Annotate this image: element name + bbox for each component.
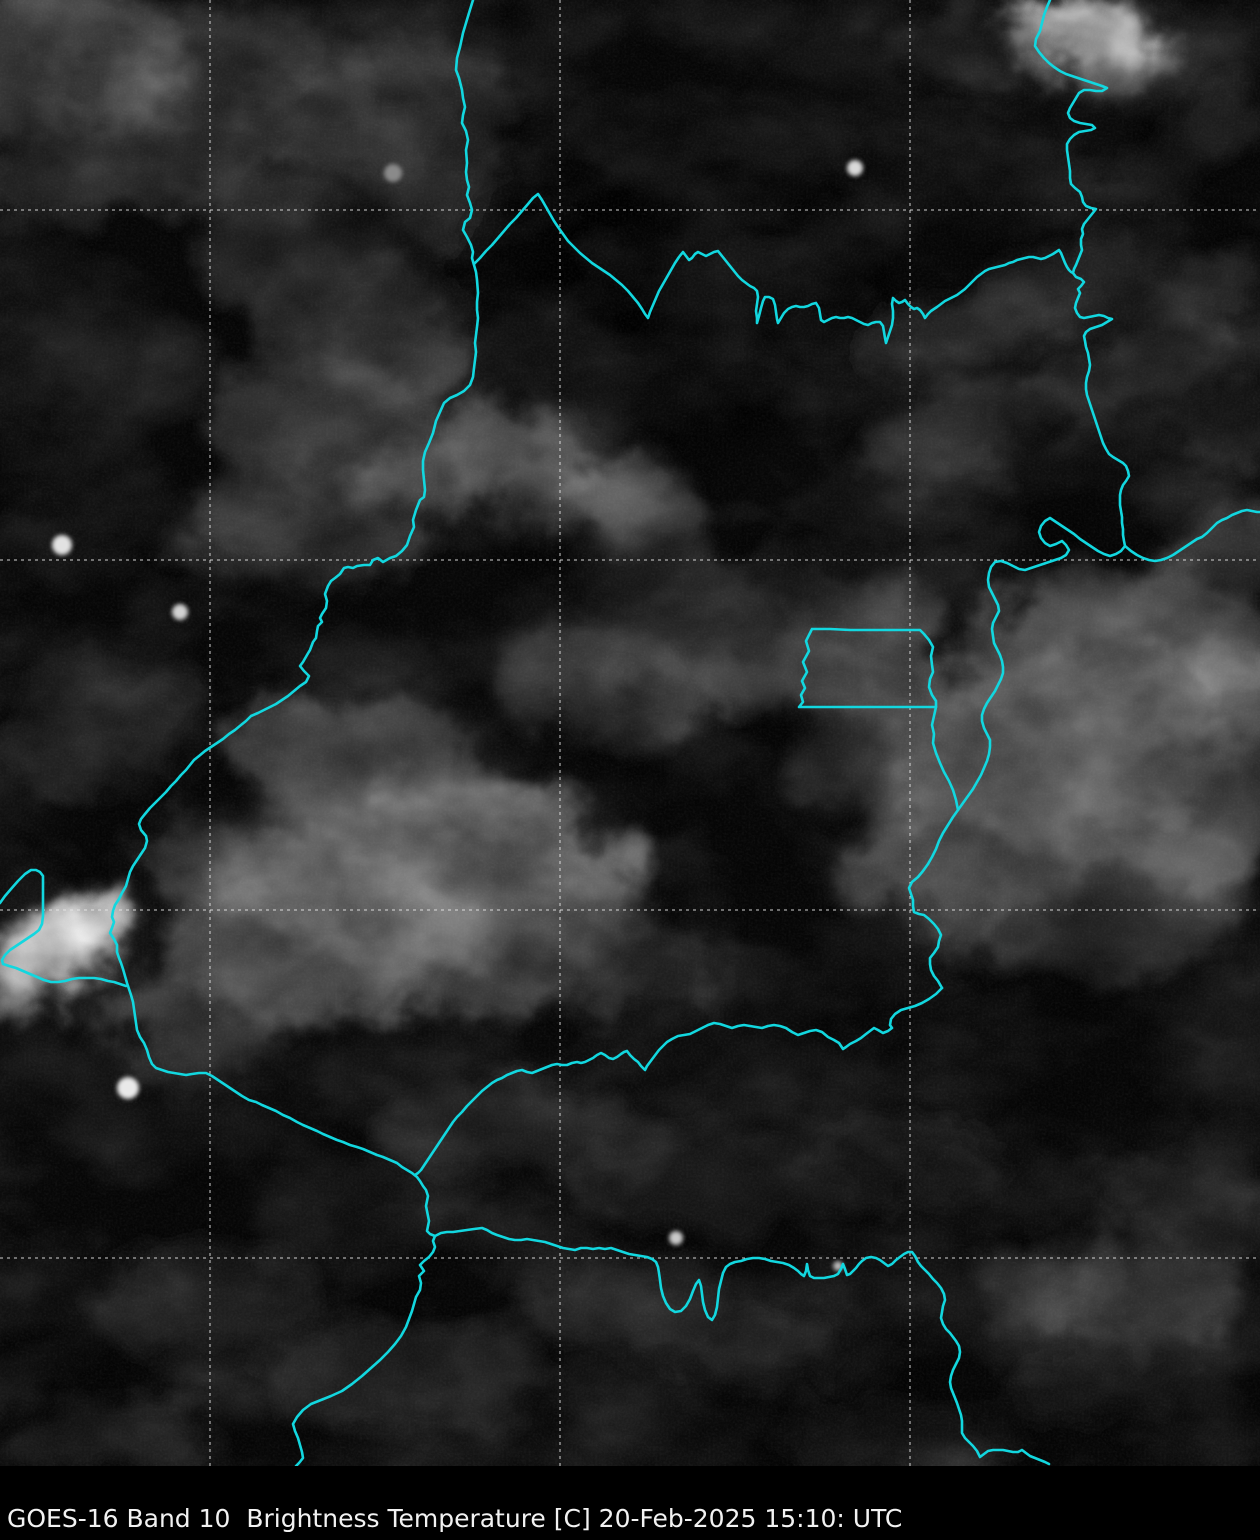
box-south-tail — [930, 705, 960, 812]
map-boundaries-overlay — [0, 0, 1260, 1466]
sensor-grain — [0, 0, 1260, 1466]
image-caption: GOES-16 Band 10 Brightness Temperature [… — [7, 1504, 903, 1533]
bright-cloud-cells — [52, 160, 863, 1271]
department-box — [797, 627, 938, 709]
pilcomayo-confluence-border — [472, 192, 1075, 345]
border-diagonal-southwest — [413, 986, 944, 1177]
latlon-grid — [0, 0, 1260, 1466]
southwest-river-tail — [291, 1234, 437, 1466]
parana-river-right — [907, 0, 1131, 990]
caption-bar: GOES-16 Band 10 Brightness Temperature [… — [0, 1466, 1260, 1540]
iguazu-branch — [1123, 508, 1260, 563]
west-loop — [0, 868, 128, 988]
parana-river-bottom — [433, 1226, 1051, 1466]
paraguay-river — [108, 0, 480, 1238]
satellite-image — [0, 0, 1260, 1466]
